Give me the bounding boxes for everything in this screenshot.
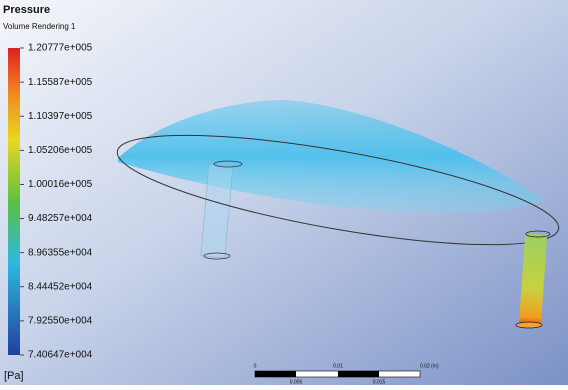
scale-label: 0 — [254, 363, 257, 369]
legend-subtitle: Volume Rendering 1 — [3, 22, 76, 31]
legend-label: 1.20777e+005 — [28, 43, 93, 54]
legend-label: 1.15587e+005 — [28, 77, 93, 88]
viewport: Pressure Volume Rendering 1 1.20777e+005… — [0, 0, 568, 385]
legend-label: 1.00016e+005 — [28, 179, 93, 190]
scale-label: 0.015 — [373, 379, 386, 385]
unit-label: [Pa] — [4, 370, 24, 382]
legend-label: 9.48257e+004 — [28, 213, 93, 224]
scale-segment — [338, 371, 379, 377]
legend-label: 8.44452e+004 — [28, 281, 93, 292]
legend-title: Pressure — [3, 4, 50, 16]
legend-label: 7.92550e+004 — [28, 316, 93, 327]
scale-bar — [255, 371, 420, 377]
scale-label: 0.005 — [290, 379, 303, 385]
scale-label: 0.01 — [333, 363, 343, 369]
pipe-rim — [516, 322, 542, 328]
color-bar — [8, 48, 20, 355]
scale-segment — [255, 371, 296, 377]
legend-label: 7.40647e+004 — [28, 350, 93, 361]
legend-label: 1.05206e+005 — [28, 145, 93, 156]
scale-label: 0.02 (m) — [420, 363, 439, 369]
legend-label: 1.10397e+005 — [28, 111, 93, 122]
legend-label: 8.96355e+004 — [28, 247, 93, 258]
